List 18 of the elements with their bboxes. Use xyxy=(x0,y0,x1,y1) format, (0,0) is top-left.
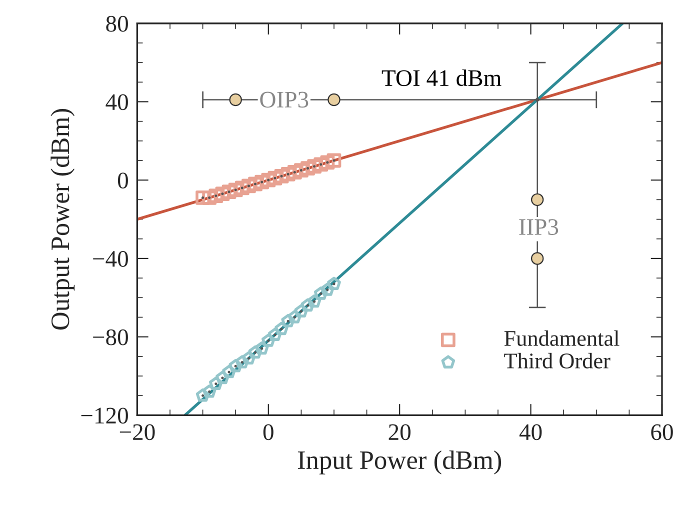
x-tick-label: 20 xyxy=(388,424,410,440)
y-tick-label: 80 xyxy=(106,16,128,32)
y-tick-label: 40 xyxy=(106,94,128,110)
y-tick-label: −40 xyxy=(93,250,128,267)
x-tick-label: 40 xyxy=(519,424,542,440)
y-tick-label: −80 xyxy=(93,329,128,346)
x-tick-label: −20 xyxy=(120,424,155,440)
legend-label: Third Order xyxy=(504,352,610,368)
annotation: OIP3 xyxy=(260,92,308,108)
y-tick-label: −120 xyxy=(81,408,128,424)
y-axis-title: Output Power (dBm) xyxy=(50,109,75,330)
legend-label: Fundamental xyxy=(504,330,620,346)
annotation: TOI 41 dBm xyxy=(382,69,502,86)
x-tick-label: 60 xyxy=(651,424,673,440)
x-tick-label: 0 xyxy=(263,424,274,440)
annotation: IIP3 xyxy=(519,219,558,235)
y-tick-label: 0 xyxy=(118,172,128,189)
x-axis-title: Input Power (dBm) xyxy=(298,450,502,474)
